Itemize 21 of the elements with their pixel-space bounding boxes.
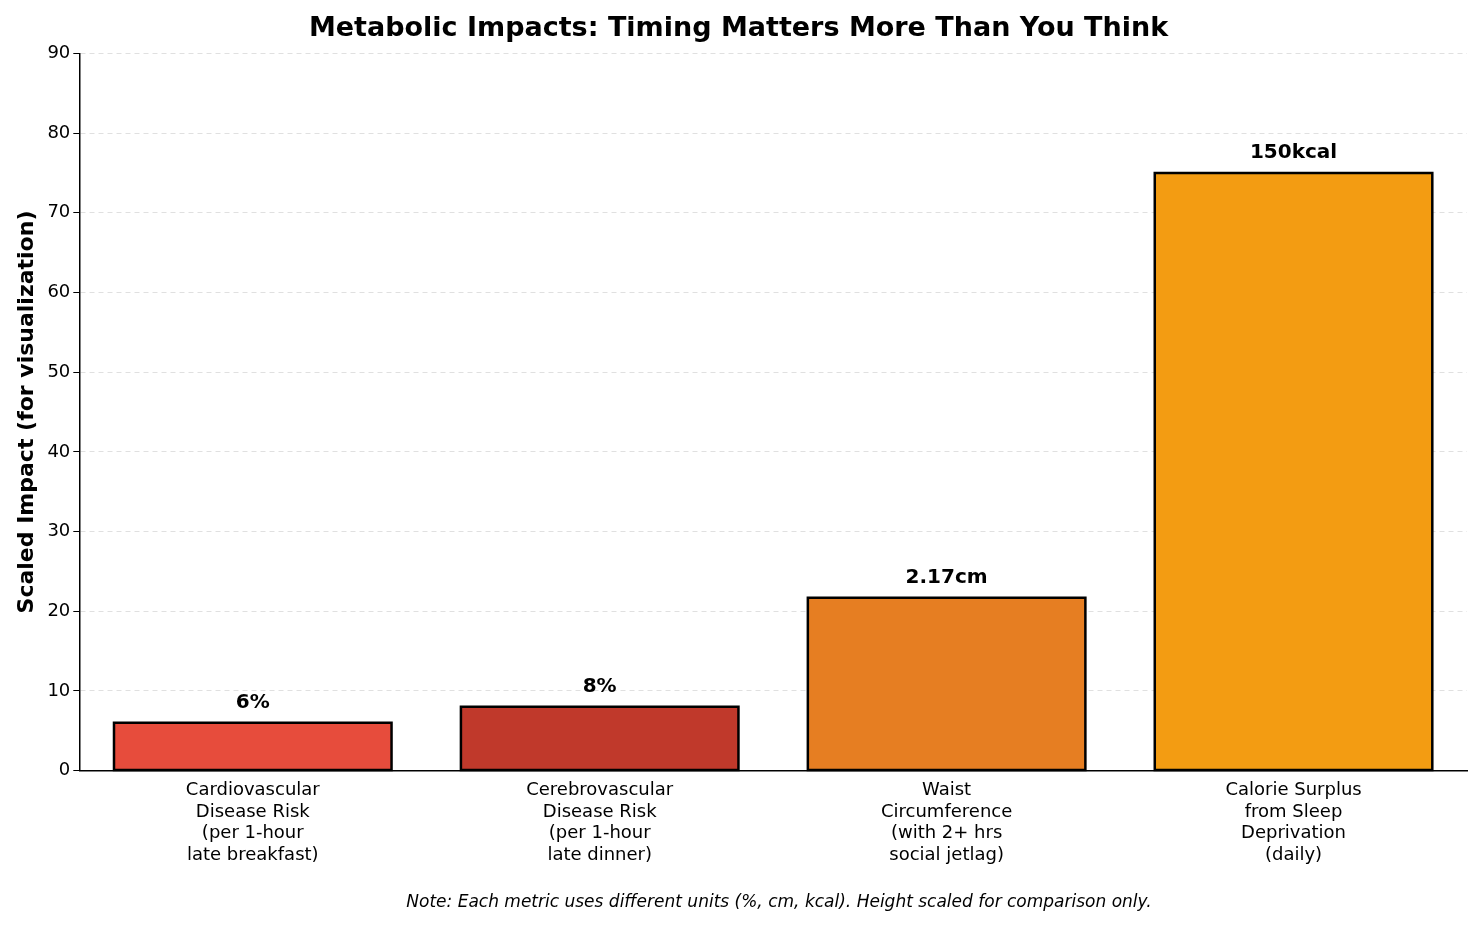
annotation: 2.17cm bbox=[905, 563, 988, 588]
y-tick-label: 20 bbox=[47, 598, 71, 620]
y-tick-label: 40 bbox=[47, 439, 71, 461]
x-tick-label: Calorie Surplus from Sleep Deprivation (daily) bbox=[1225, 778, 1362, 864]
y-tick-label: 80 bbox=[47, 120, 71, 142]
y-tick-label: 60 bbox=[47, 280, 71, 302]
x-tick-label: Cerebrovascular Disease Risk (per 1-hour late dinner) bbox=[526, 778, 674, 864]
y-tick-label: 0 bbox=[58, 758, 71, 780]
y-axis-title: Scaled Impact (for visualization) bbox=[12, 210, 38, 614]
annotation: 6% bbox=[235, 688, 270, 713]
x-tick-label: Cardiovascular Disease Risk (per 1-hour late breakfast) bbox=[185, 778, 321, 864]
chart-title: Metabolic Impacts: Timing Matters More Than You Think bbox=[308, 11, 1170, 43]
annotation: 8% bbox=[582, 673, 617, 698]
text: Note: Each metric uses different units (%, cm, kcal). Height scaled for comparison only. bbox=[406, 891, 1152, 912]
y-tick-label: 10 bbox=[47, 678, 71, 700]
y-tick-label: 50 bbox=[47, 359, 71, 381]
x-tick-label: Waist Circumference (with 2+ hrs social jetlag) bbox=[880, 778, 1013, 864]
y-tick-label: 30 bbox=[47, 519, 71, 541]
y-tick-label: 90 bbox=[47, 41, 71, 63]
y-tick-label: 70 bbox=[47, 200, 71, 222]
annotation: 150kcal bbox=[1249, 139, 1338, 164]
